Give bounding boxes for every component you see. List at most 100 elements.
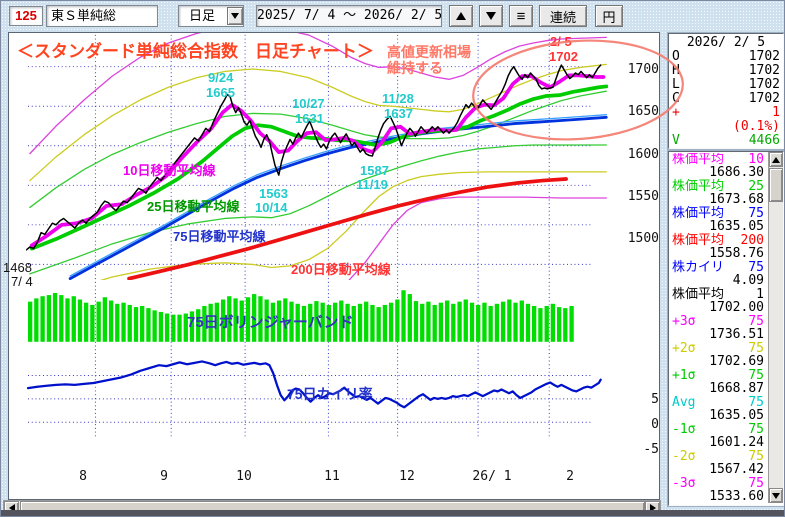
date-range-field[interactable]: 2025/ 7/ 4 ～ 2026/ 2/ 5 — [256, 5, 442, 27]
yen-button-label: 円 — [602, 9, 616, 25]
y-axis-label: 1550 — [627, 188, 659, 204]
series-bollinger-minus3 — [348, 196, 607, 281]
vertical-scrollbar[interactable] — [768, 152, 783, 503]
indicator-row[interactable]: 株カイリ 75 4.09 — [669, 261, 768, 288]
open-value: 1702 — [748, 49, 780, 64]
indicator-value: 1702.69 — [709, 354, 764, 369]
indicator-name: Avg — [672, 395, 696, 410]
indicator-row[interactable]: +1σ 75 1668.87 — [669, 369, 768, 396]
quote-change-pct-row: (0.1%) — [669, 120, 783, 134]
chart-annotation: 10/14 — [255, 200, 288, 215]
chart-area[interactable]: ＜スタンダード単純総合指数 日足チャート＞ 高値更新相場 維持する 2/ 5 1702 9… — [3, 32, 660, 500]
indicator-name: +2σ — [672, 341, 696, 356]
scroll-up-button[interactable] — [449, 5, 473, 27]
y-axis-label: 1600 — [627, 146, 659, 162]
chart-annotation: 75日カイリ率 — [287, 386, 373, 402]
menu-icon: ≡ — [516, 7, 526, 25]
kairi-line — [26, 360, 602, 409]
quote-panel: 2026/ 2/ 5 O 1702 H 1702 L 1702 C 1702 +1 (0… — [667, 32, 784, 150]
chart-annotation: 1563 — [259, 186, 288, 201]
change-pct-value: (0.1%) — [733, 119, 780, 134]
code-field[interactable]: 125 — [9, 6, 43, 26]
indicator-period: 1 — [756, 287, 764, 302]
x-axis-label: 2 — [566, 469, 574, 484]
chart-annotation: 7/ 4 — [11, 274, 33, 289]
indicator-row[interactable]: 株価平均 25 1673.68 — [669, 180, 768, 207]
indicator-period: 75 — [748, 476, 764, 491]
indicator-row[interactable]: -2σ 75 1567.42 — [669, 450, 768, 477]
chart-annotation: 1631 — [295, 111, 324, 126]
scroll-down-button[interactable] — [479, 5, 503, 27]
renzoku-button-label: 連続 — [549, 9, 576, 25]
combo-arrow-glyph — [231, 13, 239, 19]
series-bollinger-minus2 — [99, 171, 607, 281]
symbol-field[interactable]: 東Ｓ単純総 — [46, 5, 158, 27]
chart-annotation: 75日移動平均線 — [173, 229, 266, 244]
scroll-up-small-button[interactable] — [769, 152, 783, 167]
indicator-value: 1736.51 — [709, 327, 764, 342]
quote-open-row: O 1702 — [669, 50, 783, 64]
indicator-row[interactable]: +3σ 75 1736.51 — [669, 315, 768, 342]
yen-button[interactable]: 円 — [595, 5, 623, 27]
indicator-period: 10 — [748, 153, 764, 167]
menu-button[interactable]: ≡ — [509, 5, 533, 27]
chart-annotation: 200日移動平均線 — [291, 262, 391, 277]
renzoku-button[interactable]: 連続 — [539, 5, 587, 27]
indicator-value: 1533.60 — [709, 489, 764, 504]
down-arrow-icon — [772, 492, 780, 499]
period-combo-value: 日足 — [189, 8, 216, 23]
indicator-value: 1601.24 — [709, 435, 764, 450]
series-ma200 — [127, 177, 568, 281]
indicator-period: 75 — [748, 449, 764, 464]
high-value: 1702 — [748, 63, 780, 78]
indicator-row[interactable]: -1σ 75 1601.24 — [669, 423, 768, 450]
indicator-row[interactable]: -3σ 75 1533.60 — [669, 477, 768, 504]
chart-annotation: 維持する — [387, 60, 443, 76]
indicator-name: +1σ — [672, 368, 696, 383]
indicator-value: 1567.42 — [709, 462, 764, 477]
chart-annotation: 11/19 — [356, 177, 388, 192]
indicator-value: 1635.05 — [709, 408, 764, 423]
low-label: L — [672, 77, 680, 92]
down-triangle-icon — [486, 12, 496, 20]
indicator-value: 1635.05 — [709, 219, 764, 234]
indicator-row[interactable]: +2σ 75 1702.69 — [669, 342, 768, 369]
scroll-down-small-button[interactable] — [769, 488, 783, 503]
vertical-scrollbar-thumb[interactable] — [769, 168, 783, 202]
open-label: O — [672, 49, 680, 64]
indicator-period: 25 — [748, 179, 764, 194]
x-axis-label: 9 — [160, 469, 168, 484]
y-axis-label: 1700 — [627, 62, 659, 77]
indicator-name: 株カイリ — [672, 260, 725, 275]
indicator-period: 75 — [748, 314, 764, 329]
indicator-name: -1σ — [672, 422, 696, 437]
chevron-down-icon[interactable] — [227, 7, 243, 25]
indicator-row[interactable]: Avg 75 1635.05 — [669, 396, 768, 423]
indicator-value: 1702.00 — [709, 300, 764, 315]
indicator-value: 1673.68 — [709, 192, 764, 207]
indicator-name: 株価平均 — [672, 233, 725, 248]
indicator-row[interactable]: 株価平均 10 1686.30 — [669, 153, 768, 180]
indicator-name: 株価平均 — [672, 179, 725, 194]
close-value: 1702 — [748, 91, 780, 106]
indicator-period: 200 — [740, 233, 764, 248]
indicator-name: -3σ — [672, 476, 696, 491]
indicator-row[interactable]: 株価平均 200 1558.76 — [669, 234, 768, 261]
indicator-row[interactable]: 株価平均 75 1635.05 — [669, 207, 768, 234]
up-triangle-icon — [456, 12, 466, 20]
indicator-name: 株価平均 — [672, 206, 725, 221]
chart-annotation: 1665 — [206, 85, 235, 100]
series-bollinger-minus1 — [29, 144, 607, 275]
window-bottom-edge — [1, 510, 784, 516]
chart-annotation: 高値更新相場 — [387, 44, 471, 60]
indicator-value: 1686.30 — [709, 165, 764, 180]
indicator-row[interactable]: 株価平均 1 1702.00 — [669, 288, 768, 315]
price-series — [26, 33, 609, 281]
period-combo[interactable]: 日足 — [178, 5, 244, 27]
indicator-name: 株価平均 — [672, 287, 725, 302]
quote-close-row: C 1702 — [669, 92, 783, 106]
chart-annotation: 11/28 — [382, 91, 414, 106]
quote-date: 2026/ 2/ 5 — [686, 35, 766, 50]
volume-value: 4466 — [748, 133, 780, 148]
